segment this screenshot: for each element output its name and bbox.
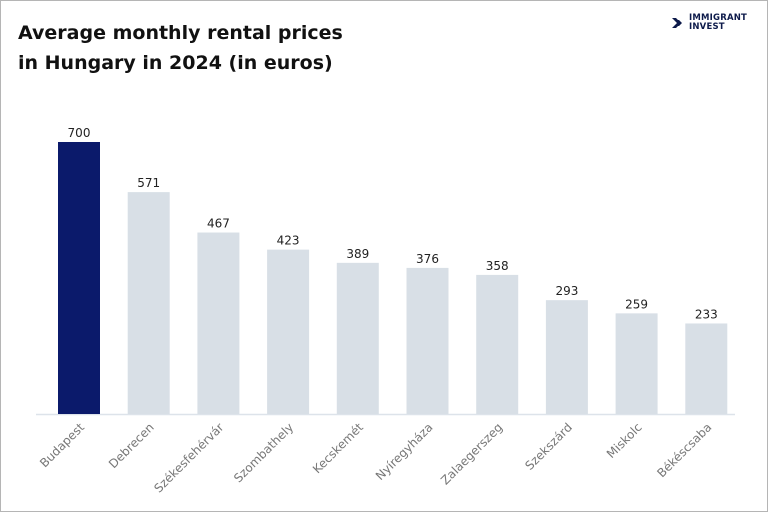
tick-label-0: Budapest [37, 420, 87, 470]
logo-line-2: INVEST [689, 22, 725, 32]
bar-5 [406, 267, 449, 414]
bar-1 [127, 192, 170, 414]
chart-title: Average monthly rental prices in Hungary… [18, 18, 343, 78]
logo-line-1: IMMIGRANT [689, 13, 748, 23]
tick-label-9: Békéscsaba [654, 420, 714, 480]
bar-3 [267, 249, 310, 414]
bar-8 [615, 313, 658, 414]
title-line-2: in Hungary in 2024 (in euros) [18, 52, 333, 74]
data-label-9: 233 [695, 307, 718, 321]
bar-2 [197, 232, 240, 414]
data-label-7: 293 [555, 284, 578, 298]
data-label-8: 259 [625, 297, 648, 311]
data-label-3: 423 [277, 234, 300, 248]
tick-label-6: Zalaegerszeg [438, 420, 505, 487]
data-label-1: 571 [137, 176, 160, 190]
tick-label-3: Szombathely [231, 420, 296, 485]
data-label-4: 389 [346, 247, 369, 261]
title-line-1: Average monthly rental prices [18, 22, 343, 44]
bar-9 [685, 323, 728, 414]
bar-4 [336, 262, 379, 414]
tick-label-8: Miskolc [604, 420, 645, 461]
tick-label-2: Székesfehérvár [151, 420, 226, 495]
data-label-5: 376 [416, 252, 439, 266]
tick-label-7: Szekszárd [522, 420, 575, 473]
bar-0 [58, 142, 100, 414]
data-label-0: 700 [68, 126, 91, 140]
data-label-2: 467 [207, 217, 230, 231]
tick-label-5: Nyíregyháza [373, 420, 436, 483]
logo-chevron-icon [672, 18, 682, 28]
bar-6 [476, 274, 519, 414]
tick-label-1: Debrecen [106, 420, 157, 471]
data-label-6: 358 [486, 259, 509, 273]
immigrant-invest-logo: IMMIGRANT INVEST [671, 14, 747, 32]
tick-label-4: Kecskemét [310, 420, 366, 476]
bar-7 [545, 300, 588, 414]
